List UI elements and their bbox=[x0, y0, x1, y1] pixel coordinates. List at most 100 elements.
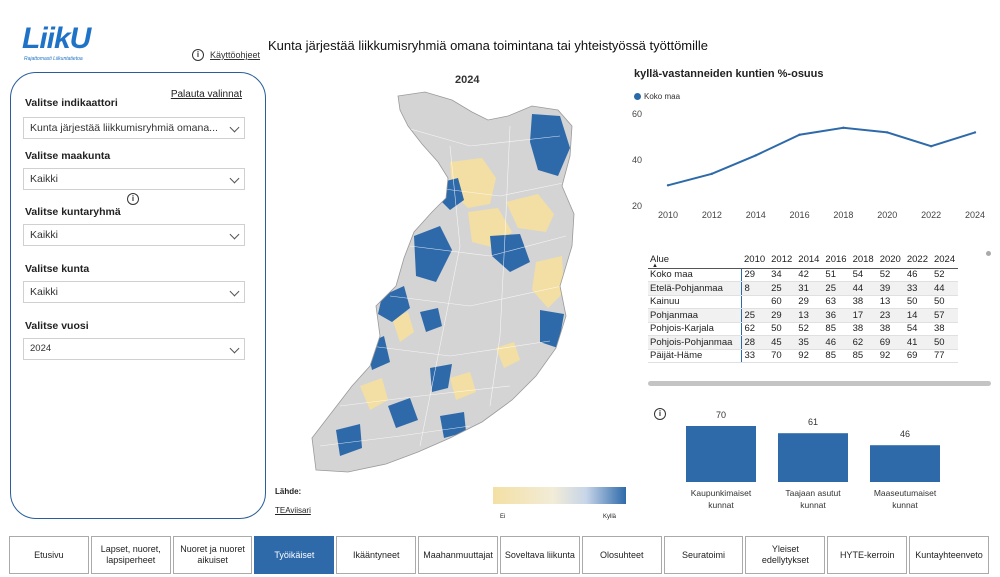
map-year: 2024 bbox=[455, 74, 480, 86]
map-region-yes[interactable] bbox=[540, 310, 564, 348]
map-region-no[interactable] bbox=[506, 194, 554, 232]
table-row[interactable]: Päijät-Häme 33 70 92 85 85 92 69 77 bbox=[648, 349, 959, 363]
map-region-yes[interactable] bbox=[336, 424, 362, 456]
table-row[interactable]: Pohjois-Karjala 62 50 52 85 38 38 54 38 bbox=[648, 322, 959, 336]
table-row[interactable]: Etelä-Pohjanmaa 8 25 31 25 44 39 33 44 bbox=[648, 281, 959, 296]
table-cell-value: 45 bbox=[768, 335, 796, 350]
table-cell-value: 50 bbox=[768, 322, 796, 336]
help-link[interactable]: i Käyttöohjeet bbox=[192, 49, 260, 61]
info-icon[interactable]: i bbox=[654, 408, 666, 420]
table-cell-value: 23 bbox=[876, 308, 904, 323]
table-cell-value: 29 bbox=[768, 308, 796, 323]
table-cell-value: 25 bbox=[741, 308, 769, 323]
data-point[interactable] bbox=[710, 172, 714, 175]
year-dropdown[interactable]: 2024 bbox=[23, 338, 245, 360]
data-point[interactable] bbox=[886, 131, 889, 134]
table-cell-value: 52 bbox=[930, 268, 959, 282]
table-scroll-indicator[interactable] bbox=[986, 251, 991, 256]
column-header-year[interactable]: 2010 bbox=[741, 252, 769, 269]
nav-button[interactable]: Lapset, nuoret, lapsiperheet bbox=[90, 536, 171, 574]
nav-button[interactable]: Nuoret ja nuoret aikuiset bbox=[172, 536, 253, 574]
map-region-no[interactable] bbox=[360, 378, 388, 410]
nav-button[interactable]: Seuratoimi bbox=[663, 536, 744, 574]
liiku-logo[interactable]: LiikU Rajattomasti Liikuntatietoa bbox=[22, 24, 122, 68]
table-cell-value: 38 bbox=[849, 295, 877, 309]
bar[interactable] bbox=[778, 433, 848, 482]
column-header-year[interactable]: 2022 bbox=[903, 252, 931, 269]
table-cell-value: 54 bbox=[903, 322, 931, 336]
municipality-value: Kaikki bbox=[30, 286, 59, 298]
table-cell-value: 36 bbox=[822, 308, 850, 323]
column-header-year[interactable]: 2014 bbox=[795, 252, 823, 269]
data-point[interactable] bbox=[929, 145, 933, 148]
table-cell-value: 57 bbox=[930, 308, 959, 323]
info-icon: i bbox=[192, 49, 204, 61]
table-cell-value: 69 bbox=[876, 335, 904, 350]
map-region-yes[interactable] bbox=[430, 364, 452, 392]
table-cell-value: 50 bbox=[930, 295, 959, 309]
table-row[interactable]: Pohjanmaa 25 29 13 36 17 23 14 57 bbox=[648, 308, 959, 323]
table-cell-value: 46 bbox=[822, 335, 850, 350]
municipality-dropdown[interactable]: Kaikki bbox=[23, 281, 245, 303]
column-header-year[interactable]: 2016 bbox=[822, 252, 850, 269]
column-header-year[interactable]: 2020 bbox=[876, 252, 904, 269]
bar[interactable] bbox=[870, 445, 940, 482]
table-cell-value: 38 bbox=[876, 322, 904, 336]
nav-button[interactable]: Maahanmuuttajat bbox=[418, 536, 498, 574]
nav-button[interactable]: Työikäiset bbox=[254, 536, 335, 574]
table-cell-value: 8 bbox=[741, 281, 769, 296]
data-point[interactable] bbox=[842, 126, 845, 129]
column-header-area[interactable]: Alue ▲ bbox=[648, 252, 741, 269]
map-region-no[interactable] bbox=[392, 312, 414, 342]
year-value: 2024 bbox=[30, 343, 52, 354]
map-region-yes[interactable] bbox=[414, 226, 452, 282]
nav-button[interactable]: Olosuhteet bbox=[581, 536, 662, 574]
table-row[interactable]: Kainuu 60 29 63 38 13 50 50 bbox=[648, 295, 959, 309]
bar-category-label: Taajaan asutut bbox=[785, 488, 841, 498]
table-cell-value bbox=[741, 295, 769, 309]
indicator-dropdown[interactable]: Kunta järjestää liikkumisryhmiä omana... bbox=[23, 117, 245, 139]
map-region-no[interactable] bbox=[450, 372, 476, 400]
line-chart-title: kyllä-vastanneiden kuntien %-osuus bbox=[634, 68, 824, 80]
info-icon[interactable]: i bbox=[127, 193, 139, 205]
nav-button[interactable]: HYTE-kerroin bbox=[827, 536, 908, 574]
data-point[interactable] bbox=[666, 184, 670, 187]
map-region-yes[interactable] bbox=[440, 412, 466, 438]
data-point[interactable] bbox=[754, 154, 757, 157]
table-cell-value: 69 bbox=[903, 349, 931, 363]
table-cell-value: 13 bbox=[795, 308, 823, 323]
map-region-no[interactable] bbox=[532, 256, 564, 308]
data-point[interactable] bbox=[798, 133, 801, 136]
data-point[interactable] bbox=[973, 131, 977, 134]
chevron-down-icon bbox=[229, 343, 240, 354]
nav-button[interactable]: Etusivu bbox=[9, 536, 89, 574]
column-header-year[interactable]: 2024 bbox=[930, 252, 959, 269]
group-dropdown[interactable]: Kaikki bbox=[23, 224, 245, 246]
table-cell-value: 60 bbox=[768, 295, 796, 309]
map-region-yes[interactable] bbox=[490, 234, 530, 272]
column-header-year[interactable]: 2018 bbox=[849, 252, 877, 269]
nav-button[interactable]: Soveltava liikunta bbox=[499, 536, 580, 574]
table-row[interactable]: Koko maa 29 34 42 51 54 52 46 52 bbox=[648, 268, 959, 282]
bar[interactable] bbox=[686, 426, 756, 482]
map-region-yes[interactable] bbox=[420, 308, 442, 332]
table-row[interactable]: Pohjois-Pohjanmaa 28 45 35 46 62 69 41 50 bbox=[648, 335, 959, 350]
map-region-yes[interactable] bbox=[388, 398, 418, 428]
reset-filters-link[interactable]: Palauta valinnat bbox=[170, 89, 242, 100]
map-region-yes[interactable] bbox=[530, 114, 570, 176]
bar-chart[interactable]: 70 Kaupunkimaiset kunnat 61 Taajaan asutut ku… bbox=[660, 400, 980, 520]
y-tick-label: 40 bbox=[632, 155, 642, 165]
line-chart[interactable]: 20 40 60 2010 2012 2014 2016 2018 2020 2022 2024 bbox=[620, 100, 992, 228]
table-scrollbar[interactable] bbox=[648, 381, 991, 386]
map-color-scale bbox=[493, 487, 626, 504]
region-dropdown[interactable]: Kaikki bbox=[23, 168, 245, 190]
nav-button[interactable]: Yleiset edellytykset bbox=[745, 536, 826, 574]
table-cell-value: 52 bbox=[876, 268, 904, 282]
table-cell-value: 52 bbox=[795, 322, 823, 336]
source-link[interactable]: TEAviisari bbox=[275, 506, 311, 515]
table-cell-value: 38 bbox=[849, 322, 877, 336]
nav-button[interactable]: Ikääntyneet bbox=[336, 536, 417, 574]
finland-map[interactable] bbox=[300, 86, 620, 481]
column-header-year[interactable]: 2012 bbox=[768, 252, 796, 269]
nav-button[interactable]: Kuntayhteenveto bbox=[909, 536, 989, 574]
